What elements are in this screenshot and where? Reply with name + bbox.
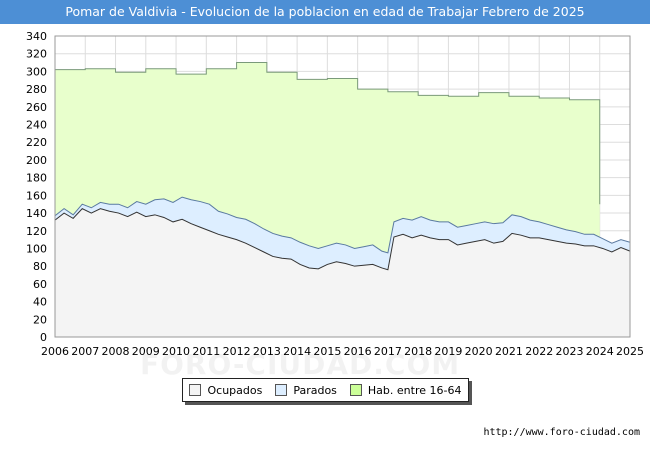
y-tick-label-80: 80 <box>33 260 47 273</box>
x-tick-label-2016: 2016 <box>344 345 372 358</box>
y-tick-label-260: 260 <box>26 101 47 114</box>
x-tick-label-2012: 2012 <box>223 345 251 358</box>
x-tick-label-2019: 2019 <box>434 345 462 358</box>
x-tick-label-2014: 2014 <box>283 345 311 358</box>
x-tick-label-2022: 2022 <box>525 345 553 358</box>
legend-label-ocupados: Ocupados <box>207 383 263 397</box>
x-tick-label-2009: 2009 <box>132 345 160 358</box>
line-ocupados <box>54 208 631 271</box>
x-tick-label-2006: 2006 <box>41 345 69 358</box>
y-tick-label-20: 20 <box>33 313 47 326</box>
y-tick-label-220: 220 <box>26 136 47 149</box>
x-tick-label-2013: 2013 <box>253 345 281 358</box>
source-link[interactable]: http://www.foro-ciudad.com <box>483 427 640 438</box>
x-tick-label-2024: 2024 <box>586 345 614 358</box>
y-tick-label-100: 100 <box>26 242 47 255</box>
x-tick-label-2025: 2025 <box>616 345 644 358</box>
line-parados <box>54 196 631 254</box>
x-tick-label-2015: 2015 <box>313 345 341 358</box>
legend-label-parados: Parados <box>293 383 337 397</box>
legend-label-habitantes: Hab. entre 16-64 <box>367 383 462 397</box>
legend-item-ocupados: Ocupados <box>189 384 262 397</box>
y-tick-label-160: 160 <box>26 189 47 202</box>
legend-item-habitantes: Hab. entre 16-64 <box>349 383 462 397</box>
x-tick-label-2011: 2011 <box>192 345 220 358</box>
x-tick-label-2020: 2020 <box>465 345 493 358</box>
y-tick-label-240: 240 <box>26 119 47 132</box>
legend-swatch-habitantes <box>349 384 362 396</box>
y-tick-label-320: 320 <box>26 48 47 61</box>
legend-swatch-parados <box>275 384 288 396</box>
y-tick-label-340: 340 <box>26 30 47 43</box>
x-tick-label-2021: 2021 <box>495 345 523 358</box>
x-tick-label-2008: 2008 <box>102 345 130 358</box>
x-tick-label-2010: 2010 <box>162 345 190 358</box>
x-tick-label-2007: 2007 <box>71 345 99 358</box>
y-tick-label-40: 40 <box>33 296 47 309</box>
x-tick-label-2023: 2023 <box>555 345 583 358</box>
y-tick-label-0: 0 <box>40 331 47 344</box>
legend-swatch-ocupados <box>189 384 202 396</box>
y-tick-label-200: 200 <box>26 154 47 167</box>
y-tick-label-140: 140 <box>26 207 47 220</box>
y-tick-label-180: 180 <box>26 172 47 185</box>
line-hab-entre-16-64 <box>55 62 601 205</box>
x-tick-label-2018: 2018 <box>404 345 432 358</box>
y-tick-label-300: 300 <box>26 65 47 78</box>
y-tick-label-60: 60 <box>33 278 47 291</box>
plot-frame <box>54 35 631 338</box>
x-tick-label-2017: 2017 <box>374 345 402 358</box>
watermark-text: FORO-CIUDAD.COM <box>140 348 461 381</box>
y-tick-label-120: 120 <box>26 225 47 238</box>
chart-title: Pomar de Valdivia - Evolucion de la pobl… <box>0 0 650 24</box>
legend-item-parados: Parados <box>275 384 337 397</box>
y-tick-label-280: 280 <box>26 83 47 96</box>
chart-legend: Ocupados Parados Hab. entre 16-64 <box>182 378 469 402</box>
